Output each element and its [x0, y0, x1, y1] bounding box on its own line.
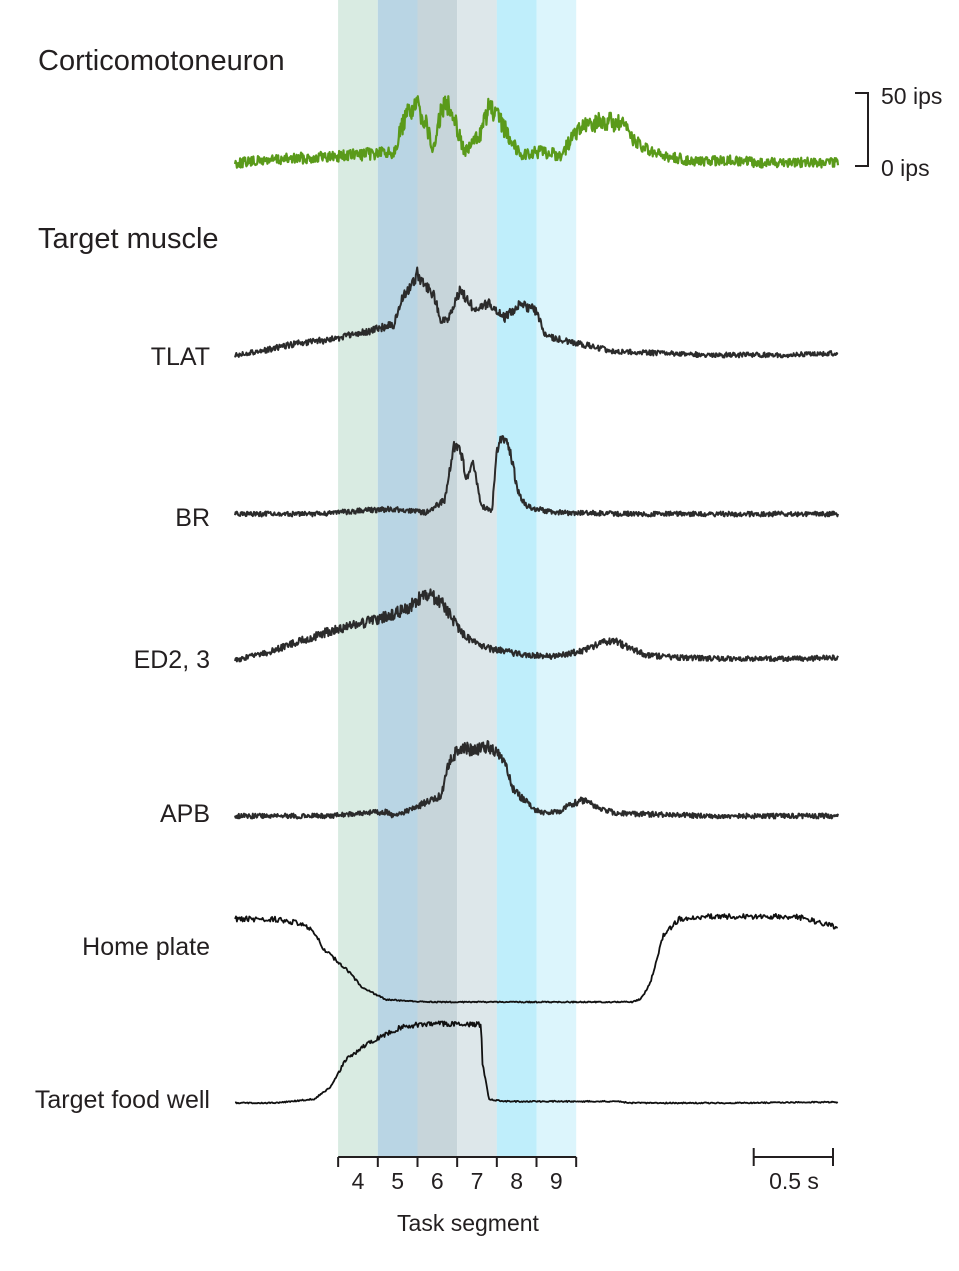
time-scale-bar [752, 1148, 834, 1166]
segment-tick-label-7: 7 [471, 1168, 484, 1194]
muscle-label-br: BR [175, 504, 210, 532]
neuron-firing-trace [233, 95, 840, 169]
segment-tick-label-9: 9 [550, 1168, 563, 1194]
position-label-home-plate: Home plate [82, 933, 210, 961]
position-panels: Home plate Target food well [35, 913, 839, 1114]
muscle-label-tlat: TLAT [151, 343, 210, 371]
segment-band-9 [536, 0, 577, 1157]
neuron-scale-bottom-label: 0 ips [881, 155, 930, 181]
position-trace-target-food-well [234, 1020, 839, 1105]
muscle-label-apb: APB [160, 800, 210, 828]
muscle-label-ed2-3: ED2, 3 [134, 646, 210, 674]
segment-tick-label-6: 6 [431, 1168, 444, 1194]
time-scale-label: 0.5 s [769, 1168, 819, 1194]
segment-tick-label-8: 8 [510, 1168, 523, 1194]
neuron-label: Corticomotoneuron [38, 45, 285, 77]
segment-band-7 [457, 0, 497, 1157]
neuron-scale-top-label: 50 ips [881, 83, 942, 109]
muscle-panels: TLAT BR ED2, 3 APB [134, 266, 839, 828]
muscle-trace-br [234, 435, 839, 518]
segment-tick-label-5: 5 [391, 1168, 404, 1194]
section-label: Target muscle [38, 223, 219, 255]
muscle-trace-tlat [234, 266, 839, 359]
segment-tick-label-4: 4 [352, 1168, 365, 1194]
segment-band-8 [496, 0, 537, 1157]
neuron-panel [233, 92, 869, 169]
muscle-trace-apb [234, 740, 839, 820]
segment-band-4 [338, 0, 378, 1157]
neuron-scale-bracket [855, 92, 869, 167]
segment-axis-title: Task segment [397, 1210, 540, 1236]
muscle-trace-ed2-3 [234, 588, 839, 663]
position-label-target-food-well: Target food well [35, 1086, 210, 1114]
segment-bands [338, 0, 577, 1157]
segment-band-6 [417, 0, 458, 1157]
position-trace-home-plate [234, 913, 838, 1004]
segment-band-5 [377, 0, 418, 1157]
